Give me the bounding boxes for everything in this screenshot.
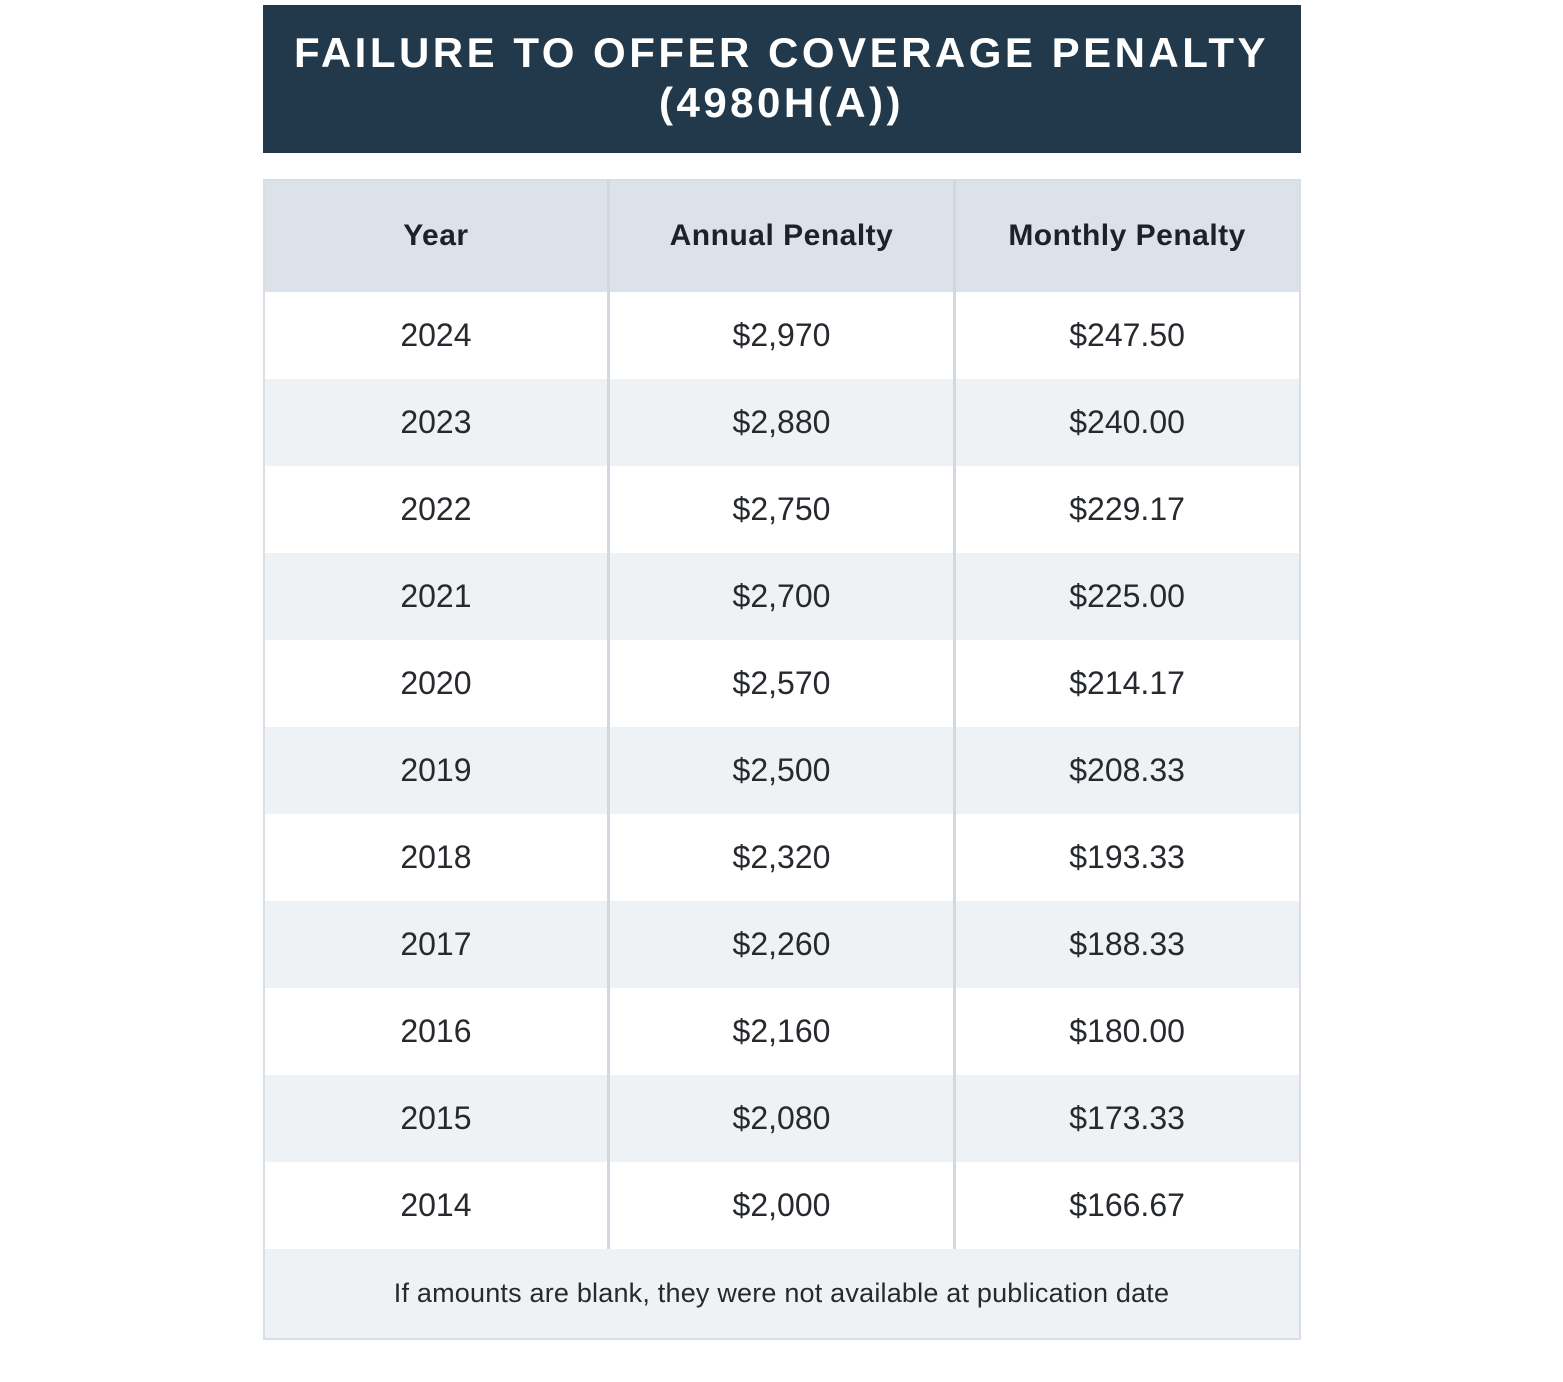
- annual-penalty-cell: $2,320: [607, 813, 955, 901]
- title-line-1: FAILURE TO OFFER COVERAGE PENALTY: [293, 29, 1269, 76]
- table-row: 2018 $2,320 $193.33: [263, 813, 1300, 901]
- year-cell: 2021: [263, 552, 609, 640]
- annual-penalty-cell: $2,700: [607, 552, 955, 640]
- table-footnote: If amounts are blank, they were not avai…: [263, 1248, 1300, 1339]
- monthly-penalty-cell: $229.17: [952, 465, 1300, 553]
- title-line-2: (4980H(A)): [658, 79, 905, 127]
- monthly-penalty-cell: $173.33: [952, 1074, 1300, 1162]
- penalty-table: Year Annual Penalty Monthly Penalty 2024…: [262, 178, 1301, 1340]
- annual-penalty-cell: $2,970: [607, 291, 955, 379]
- column-header-row: Year Annual Penalty Monthly Penalty: [263, 179, 1300, 292]
- monthly-penalty-cell: $225.00: [952, 552, 1300, 640]
- annual-penalty-cell: $2,500: [607, 726, 955, 814]
- annual-penalty-cell: $2,160: [607, 987, 955, 1075]
- column-header-year: Year: [263, 179, 609, 292]
- year-cell: 2015: [263, 1074, 609, 1162]
- table-row: 2024 $2,970 $247.50: [263, 291, 1300, 379]
- monthly-penalty-cell: $247.50: [952, 291, 1300, 379]
- monthly-penalty-cell: $193.33: [952, 813, 1300, 901]
- annual-penalty-cell: $2,570: [607, 639, 955, 727]
- annual-penalty-cell: $2,000: [607, 1161, 955, 1249]
- column-header-annual-penalty: Annual Penalty: [607, 179, 955, 292]
- year-cell: 2014: [263, 1161, 609, 1249]
- table-title-banner: FAILURE TO OFFER COVERAGE PENALTY (4980H…: [262, 5, 1301, 153]
- monthly-penalty-cell: $214.17: [952, 639, 1300, 727]
- year-cell: 2018: [263, 813, 609, 901]
- year-cell: 2017: [263, 900, 609, 988]
- annual-penalty-cell: $2,880: [607, 378, 955, 466]
- annual-penalty-cell: $2,260: [607, 900, 955, 988]
- monthly-penalty-cell: $180.00: [952, 987, 1300, 1075]
- monthly-penalty-cell: $240.00: [952, 378, 1300, 466]
- column-header-monthly-penalty: Monthly Penalty: [952, 179, 1300, 292]
- table-row: 2016 $2,160 $180.00: [263, 987, 1300, 1075]
- table-row: 2021 $2,700 $225.00: [263, 552, 1300, 640]
- annual-penalty-cell: $2,750: [607, 465, 955, 553]
- table-row: 2020 $2,570 $214.17: [263, 639, 1300, 727]
- table-row: 2015 $2,080 $173.33: [263, 1074, 1300, 1162]
- year-cell: 2016: [263, 987, 609, 1075]
- monthly-penalty-cell: $188.33: [952, 900, 1300, 988]
- table-row: 2019 $2,500 $208.33: [263, 726, 1300, 814]
- monthly-penalty-cell: $208.33: [952, 726, 1300, 814]
- table-body: 2024 $2,970 $247.50 2023 $2,880 $240.00 …: [263, 291, 1300, 1249]
- page: FAILURE TO OFFER COVERAGE PENALTY (4980H…: [0, 5, 1563, 1382]
- footnote-row: If amounts are blank, they were not avai…: [263, 1248, 1300, 1339]
- year-cell: 2019: [263, 726, 609, 814]
- year-cell: 2020: [263, 639, 609, 727]
- annual-penalty-cell: $2,080: [607, 1074, 955, 1162]
- year-cell: 2024: [263, 291, 609, 379]
- monthly-penalty-cell: $166.67: [952, 1161, 1300, 1249]
- table-row: 2017 $2,260 $188.33: [263, 900, 1300, 988]
- table-row: 2014 $2,000 $166.67: [263, 1161, 1300, 1249]
- table-row: 2022 $2,750 $229.17: [263, 465, 1300, 553]
- table-row: 2023 $2,880 $240.00: [263, 378, 1300, 466]
- year-cell: 2022: [263, 465, 609, 553]
- year-cell: 2023: [263, 378, 609, 466]
